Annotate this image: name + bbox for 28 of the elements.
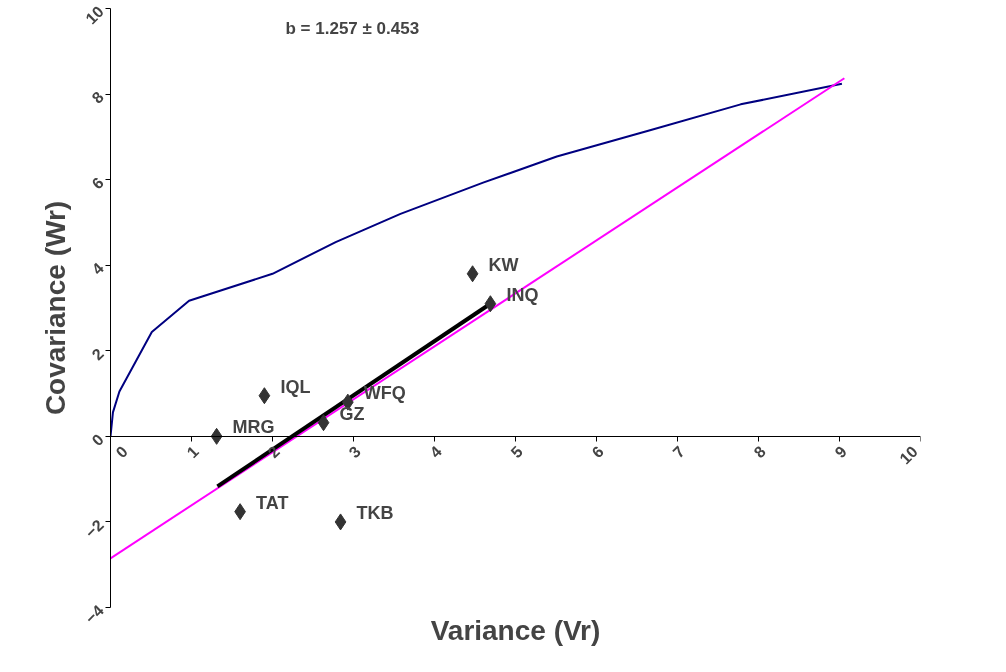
x-tick-label: 2 (264, 442, 283, 462)
x-tick-label: 7 (669, 442, 688, 462)
y-tick-label: 6 (88, 173, 107, 193)
annotation: TKB (356, 502, 394, 523)
x-tick-label: 5 (507, 442, 526, 462)
annotation: MRG (232, 417, 275, 438)
x-tick-label: 10 (896, 442, 921, 468)
x-tick-label: 4 (426, 442, 445, 462)
annotation: WFQ (363, 383, 406, 404)
x-tick-label: 9 (831, 442, 850, 462)
x-tick-label: 6 (588, 442, 607, 462)
x-tick-label: 8 (750, 442, 769, 462)
x-tick-label: 0 (112, 442, 131, 462)
annotation: KW (488, 254, 519, 275)
y-tick-label: −2 (81, 516, 107, 542)
annotation: GZ (339, 403, 365, 424)
y-tick-label: 4 (88, 259, 107, 278)
y-tick-label: 2 (88, 345, 107, 364)
annotation: IQL (280, 376, 311, 397)
y-tick-label: 8 (88, 88, 107, 107)
y-tick-label: 10 (82, 2, 107, 28)
x-tick-label: 3 (345, 442, 364, 462)
x-axis-title: Variance (Vr) (430, 614, 601, 646)
y-tick-label: −4 (81, 601, 107, 627)
annotation: TAT (256, 492, 289, 513)
annotation: b = 1.257 ± 0.453 (285, 18, 420, 38)
y-axis-title: Covariance (Wr) (40, 200, 72, 416)
x-tick-label: 1 (183, 442, 202, 462)
